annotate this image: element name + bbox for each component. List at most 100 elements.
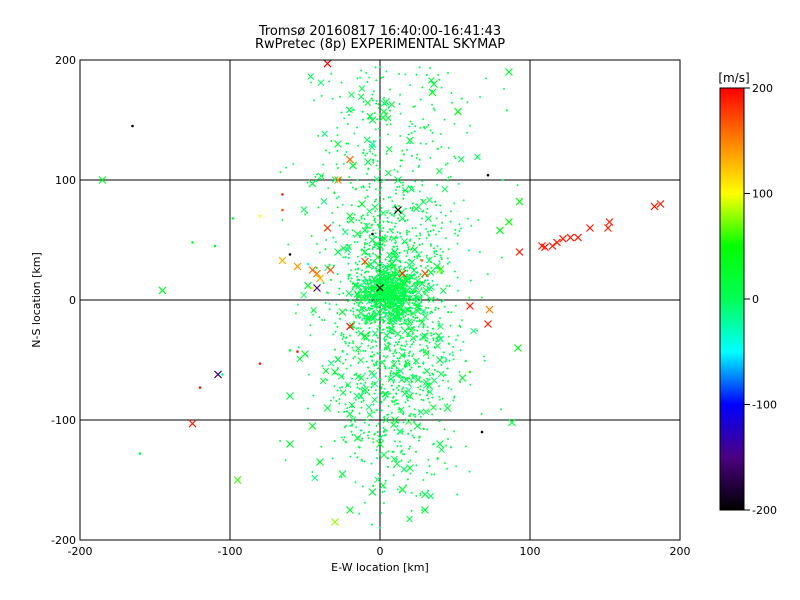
data-point-dot	[428, 410, 431, 413]
data-point-dot	[499, 408, 502, 411]
data-point-dot	[345, 424, 348, 427]
data-point-dot	[213, 244, 217, 248]
data-point-dot	[407, 248, 410, 251]
data-point-dot	[410, 306, 413, 309]
data-point-dot	[440, 256, 443, 259]
data-point-dot	[342, 362, 345, 365]
data-point-dot	[351, 229, 354, 232]
data-point-dot	[342, 256, 345, 259]
data-point-dot	[281, 193, 284, 196]
data-point-dot	[331, 212, 334, 215]
data-point-dot	[404, 345, 407, 348]
data-point-dot	[392, 372, 395, 375]
data-point-dot	[395, 351, 398, 354]
data-point-dot	[402, 287, 405, 290]
data-point-dot	[393, 400, 396, 403]
data-point-dot	[422, 348, 425, 351]
data-point-dot	[362, 399, 365, 402]
data-point-cross	[363, 222, 371, 230]
data-point-dot	[376, 352, 379, 355]
data-point-dot	[451, 101, 454, 104]
data-point-dot	[429, 244, 432, 247]
colorbar-tick-label: 200	[752, 82, 773, 95]
data-point-dot	[375, 363, 378, 366]
data-point-dot	[287, 243, 290, 246]
data-point-dot	[395, 458, 398, 461]
data-point-dot	[425, 344, 428, 347]
data-point-dot	[370, 275, 373, 278]
data-point-dot	[369, 150, 372, 153]
data-point-cross	[334, 176, 342, 184]
data-point-dot	[349, 181, 352, 184]
data-point-dot	[338, 224, 341, 227]
data-point-dot	[406, 269, 409, 272]
data-point-dot	[400, 390, 403, 393]
data-point-cross	[391, 308, 399, 315]
data-point-dot	[412, 268, 415, 271]
data-point-dot	[258, 362, 262, 365]
data-point-dot	[409, 238, 412, 241]
data-point-dot	[401, 184, 404, 187]
data-point-dot	[359, 382, 362, 385]
data-point-dot	[418, 350, 421, 353]
data-point-dot	[373, 392, 376, 395]
data-point-dot	[351, 186, 354, 189]
data-point-dot	[339, 386, 342, 389]
data-point-dot	[419, 343, 422, 346]
data-point-dot	[413, 256, 416, 259]
data-point-dot	[450, 388, 453, 391]
data-point-dot	[382, 220, 385, 223]
data-point-cross	[485, 305, 494, 314]
data-point-dot	[421, 281, 424, 284]
data-point-dot	[431, 280, 434, 283]
data-point-dot	[402, 322, 405, 325]
data-point-dot	[428, 374, 431, 377]
data-point-dot	[417, 325, 420, 328]
data-point-dot	[378, 526, 381, 529]
data-point-dot	[335, 197, 338, 200]
data-point-dot	[341, 385, 343, 388]
data-point-dot	[360, 217, 363, 220]
data-point-dot	[444, 356, 447, 359]
data-point-cross	[382, 416, 390, 424]
data-point-dot	[389, 288, 392, 291]
data-point-cross	[376, 434, 384, 442]
data-point-dot	[342, 438, 345, 441]
data-point-dot	[382, 311, 385, 314]
data-point-dot	[355, 372, 358, 375]
chart-title: Tromsø 20160817 16:40:00-16:41:43	[258, 24, 502, 39]
data-point-dot	[385, 269, 388, 272]
data-point-dot	[390, 285, 393, 288]
y-tick-label: -100	[51, 414, 76, 427]
data-point-dot	[393, 214, 396, 217]
data-point-dot	[447, 386, 450, 389]
data-point-dot	[373, 321, 376, 324]
data-point-cross	[322, 367, 330, 375]
data-point-cross	[346, 212, 354, 220]
data-point-dot	[386, 231, 389, 234]
data-point-cross	[320, 198, 328, 205]
data-point-dot	[449, 175, 452, 178]
data-point-dot	[390, 213, 393, 216]
data-point-cross	[388, 260, 396, 268]
data-point-dot	[381, 230, 384, 233]
data-point-cross	[374, 261, 382, 269]
data-point-dot	[404, 73, 407, 76]
data-point-dot	[412, 353, 415, 356]
data-point-dot	[361, 118, 364, 121]
data-point-dot	[400, 348, 403, 351]
data-point-dot	[377, 318, 380, 321]
data-point-cross	[386, 298, 393, 305]
data-point-dot	[399, 261, 402, 264]
data-point-cross	[427, 269, 435, 276]
data-point-dot	[398, 251, 401, 254]
data-point-cross	[366, 112, 374, 120]
data-point-dot	[379, 65, 382, 68]
data-point-dot	[355, 297, 358, 300]
data-point-cross	[364, 158, 372, 166]
data-point-cross	[98, 176, 107, 184]
data-point-dot	[380, 297, 383, 300]
data-point-cross	[361, 332, 369, 340]
data-point-dot	[400, 344, 403, 347]
data-point-dot	[369, 226, 372, 229]
